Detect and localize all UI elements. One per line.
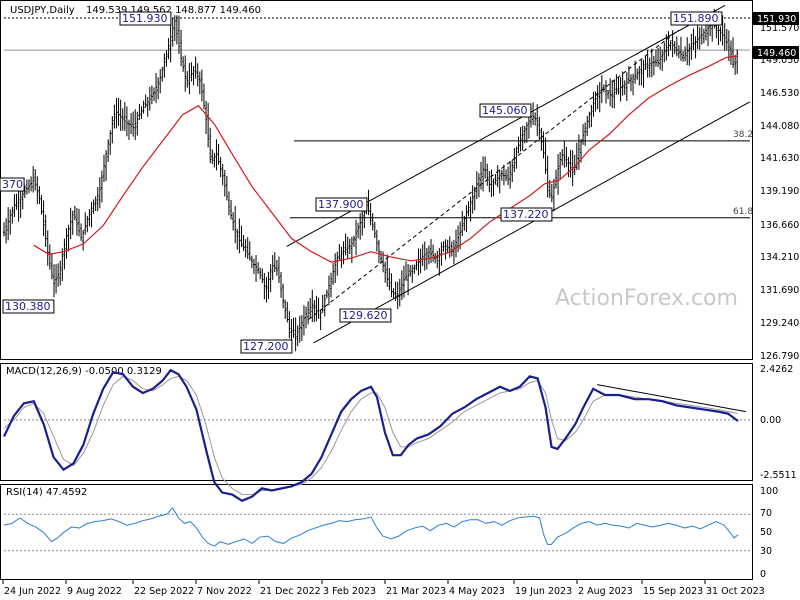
price-label-box: [0, 177, 25, 192]
price-axis-tick: 151.570: [760, 23, 799, 34]
rsi-panel-frame: [0, 484, 753, 580]
x-axis-label: 9 Aug 2022: [67, 586, 122, 597]
price-axis-tick: 146.530: [760, 88, 799, 99]
x-axis-label: 3 Feb 2023: [323, 586, 376, 597]
price-axis-tick: 149.460: [757, 48, 796, 59]
rsi-line: [3, 507, 739, 547]
x-axis-label: 21 Mar 2023: [386, 586, 446, 597]
rsi-axis-tick: 0: [760, 569, 766, 580]
moving-average-line: [33, 55, 739, 263]
x-axis-label: 24 Jun 2022: [4, 586, 61, 597]
channel-midline: [308, 29, 679, 320]
price-axis-tick: 141.630: [760, 153, 799, 164]
rsi-axis-tick: 100: [760, 486, 778, 497]
x-axis-label: 21 Dec 2022: [260, 586, 321, 597]
rsi-axis-tick: 70: [760, 508, 772, 519]
x-axis-label: 19 Jun 2023: [515, 586, 572, 597]
price-label: 137.900: [318, 198, 364, 211]
x-axis-label: 31 Oct 2023: [706, 586, 765, 597]
price-label: 127.200: [243, 340, 289, 353]
macd-signal-line: [3, 375, 739, 496]
macd-layer: [3, 368, 750, 503]
price-label-box: [479, 103, 532, 118]
price-axis-tick: 131.690: [760, 285, 799, 296]
channel-line: [313, 101, 751, 344]
price-label: 370: [2, 178, 23, 191]
price-label: 145.060: [482, 104, 528, 117]
macd-axis-tick: -2.5511: [760, 470, 797, 481]
label-layer: 130.380 151.930 127.200 137.900 129.620 145.0…: [0, 11, 723, 354]
rsi-header: RSI(14) 47.4592: [6, 487, 87, 498]
price-label-box: [119, 11, 172, 26]
price-label: 151.890: [673, 12, 719, 25]
price-label: 129.620: [342, 309, 388, 322]
price-axis-tick: 151.930: [757, 14, 796, 25]
macd-axis-tick: 2.4262: [760, 364, 793, 375]
x-axis-label: 2 Aug 2023: [578, 586, 633, 597]
macd-axis-tick: 0.00: [760, 415, 781, 426]
watermark: ActionForex.com: [555, 286, 738, 311]
price-label: 130.380: [5, 300, 51, 313]
price-axis-highlight: [753, 12, 799, 25]
macd-trendline: [597, 384, 747, 413]
price-label-box: [339, 308, 392, 323]
chart-symbol-title: USDJPY,Daily: [10, 5, 75, 16]
price-label-box: [240, 339, 293, 354]
price-axis-highlight: [753, 46, 799, 59]
price-axis-tick: 144.080: [760, 121, 799, 132]
price-label-box: [500, 207, 553, 222]
rsi-axis-tick: 30: [760, 546, 772, 557]
x-axis-label: 7 Nov 2022: [197, 586, 252, 597]
fib-level-label: 61.8: [733, 207, 753, 217]
macd-line: [3, 368, 739, 503]
macd-panel-frame: [0, 363, 753, 481]
price-axis-tick: 136.660: [760, 220, 799, 231]
price-axis-tick: 129.240: [760, 318, 799, 329]
price-axis-tick: 134.210: [760, 252, 799, 263]
rsi-layer: [3, 507, 750, 552]
price-label-box: [670, 11, 723, 26]
ohlc-header: 149.539 149.562 148.877 149.460: [86, 5, 261, 16]
price-axis-tick: 139.190: [760, 186, 799, 197]
price-axis-tick: 149.050: [760, 55, 799, 66]
axis-layer: 151.930151.570149.460149.050146.530144.0…: [2, 12, 799, 597]
x-axis-label: 15 Sep 2023: [643, 586, 703, 597]
price-label-box: [2, 299, 55, 314]
price-axis-tick: 126.790: [760, 351, 799, 362]
rsi-axis-tick: 50: [760, 527, 772, 538]
fib-level-label: 38.2: [733, 130, 753, 140]
price-label: 137.220: [503, 208, 549, 221]
macd-header: MACD(12,26,9) -0.0500 0.3129: [6, 366, 162, 377]
x-axis-label: 4 May 2023: [449, 586, 505, 597]
x-axis-label: 22 Sep 2022: [134, 586, 194, 597]
price-label-box: [315, 197, 368, 212]
price-label: 151.930: [122, 12, 168, 25]
